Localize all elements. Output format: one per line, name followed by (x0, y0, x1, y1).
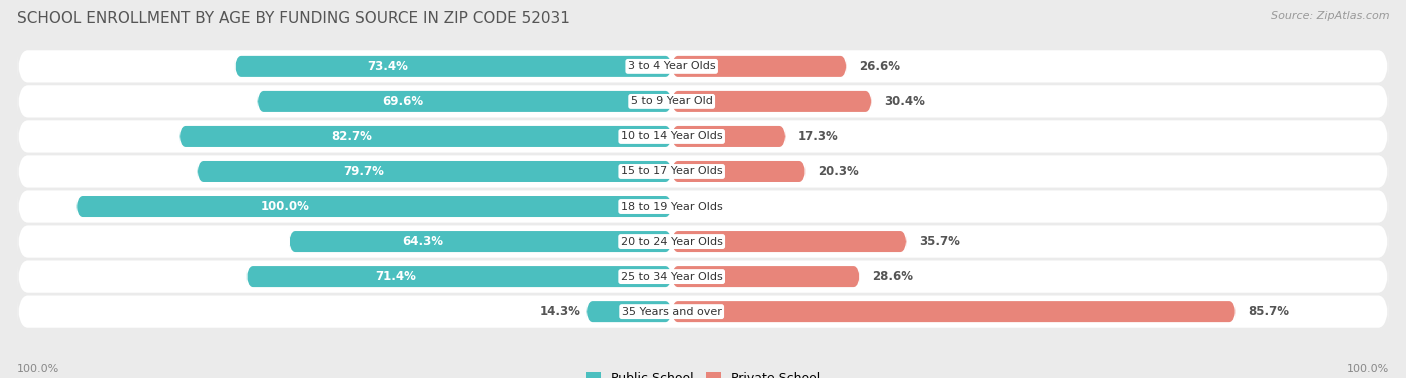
Text: 100.0%: 100.0% (260, 200, 309, 213)
FancyBboxPatch shape (18, 85, 1388, 118)
Text: 85.7%: 85.7% (1247, 305, 1289, 318)
FancyBboxPatch shape (257, 91, 672, 112)
Text: 28.6%: 28.6% (872, 270, 914, 283)
Text: 73.4%: 73.4% (367, 60, 408, 73)
Text: 18 to 19 Year Olds: 18 to 19 Year Olds (621, 201, 723, 212)
FancyBboxPatch shape (18, 225, 1388, 258)
Text: 25 to 34 Year Olds: 25 to 34 Year Olds (621, 271, 723, 282)
FancyBboxPatch shape (672, 301, 1236, 322)
Text: 20.3%: 20.3% (818, 165, 859, 178)
Text: 26.6%: 26.6% (859, 60, 900, 73)
FancyBboxPatch shape (18, 50, 1388, 82)
Text: 35.7%: 35.7% (920, 235, 960, 248)
FancyBboxPatch shape (290, 231, 672, 252)
Text: SCHOOL ENROLLMENT BY AGE BY FUNDING SOURCE IN ZIP CODE 52031: SCHOOL ENROLLMENT BY AGE BY FUNDING SOUR… (17, 11, 569, 26)
Text: 5 to 9 Year Old: 5 to 9 Year Old (631, 96, 713, 107)
FancyBboxPatch shape (247, 266, 672, 287)
Legend: Public School, Private School: Public School, Private School (581, 367, 825, 378)
Text: 30.4%: 30.4% (884, 95, 925, 108)
FancyBboxPatch shape (18, 260, 1388, 293)
FancyBboxPatch shape (672, 56, 846, 77)
Text: 69.6%: 69.6% (382, 95, 423, 108)
Text: 100.0%: 100.0% (1347, 364, 1389, 374)
Text: 15 to 17 Year Olds: 15 to 17 Year Olds (621, 166, 723, 177)
Text: 3 to 4 Year Olds: 3 to 4 Year Olds (628, 61, 716, 71)
Text: 71.4%: 71.4% (375, 270, 416, 283)
Text: 0.0%: 0.0% (690, 200, 723, 213)
FancyBboxPatch shape (77, 196, 672, 217)
FancyBboxPatch shape (197, 161, 672, 182)
Text: 14.3%: 14.3% (540, 305, 581, 318)
Text: 82.7%: 82.7% (332, 130, 373, 143)
Text: 79.7%: 79.7% (343, 165, 384, 178)
FancyBboxPatch shape (672, 161, 806, 182)
FancyBboxPatch shape (180, 126, 672, 147)
FancyBboxPatch shape (672, 91, 872, 112)
Text: 100.0%: 100.0% (17, 364, 59, 374)
FancyBboxPatch shape (18, 120, 1388, 153)
FancyBboxPatch shape (18, 296, 1388, 328)
Text: 64.3%: 64.3% (402, 235, 443, 248)
FancyBboxPatch shape (18, 155, 1388, 187)
FancyBboxPatch shape (672, 266, 859, 287)
Text: 17.3%: 17.3% (799, 130, 839, 143)
Text: 10 to 14 Year Olds: 10 to 14 Year Olds (621, 132, 723, 141)
FancyBboxPatch shape (672, 126, 786, 147)
FancyBboxPatch shape (672, 231, 907, 252)
FancyBboxPatch shape (18, 191, 1388, 223)
Text: 35 Years and over: 35 Years and over (621, 307, 721, 317)
Text: 20 to 24 Year Olds: 20 to 24 Year Olds (620, 237, 723, 246)
Text: Source: ZipAtlas.com: Source: ZipAtlas.com (1271, 11, 1389, 21)
FancyBboxPatch shape (235, 56, 672, 77)
FancyBboxPatch shape (586, 301, 672, 322)
